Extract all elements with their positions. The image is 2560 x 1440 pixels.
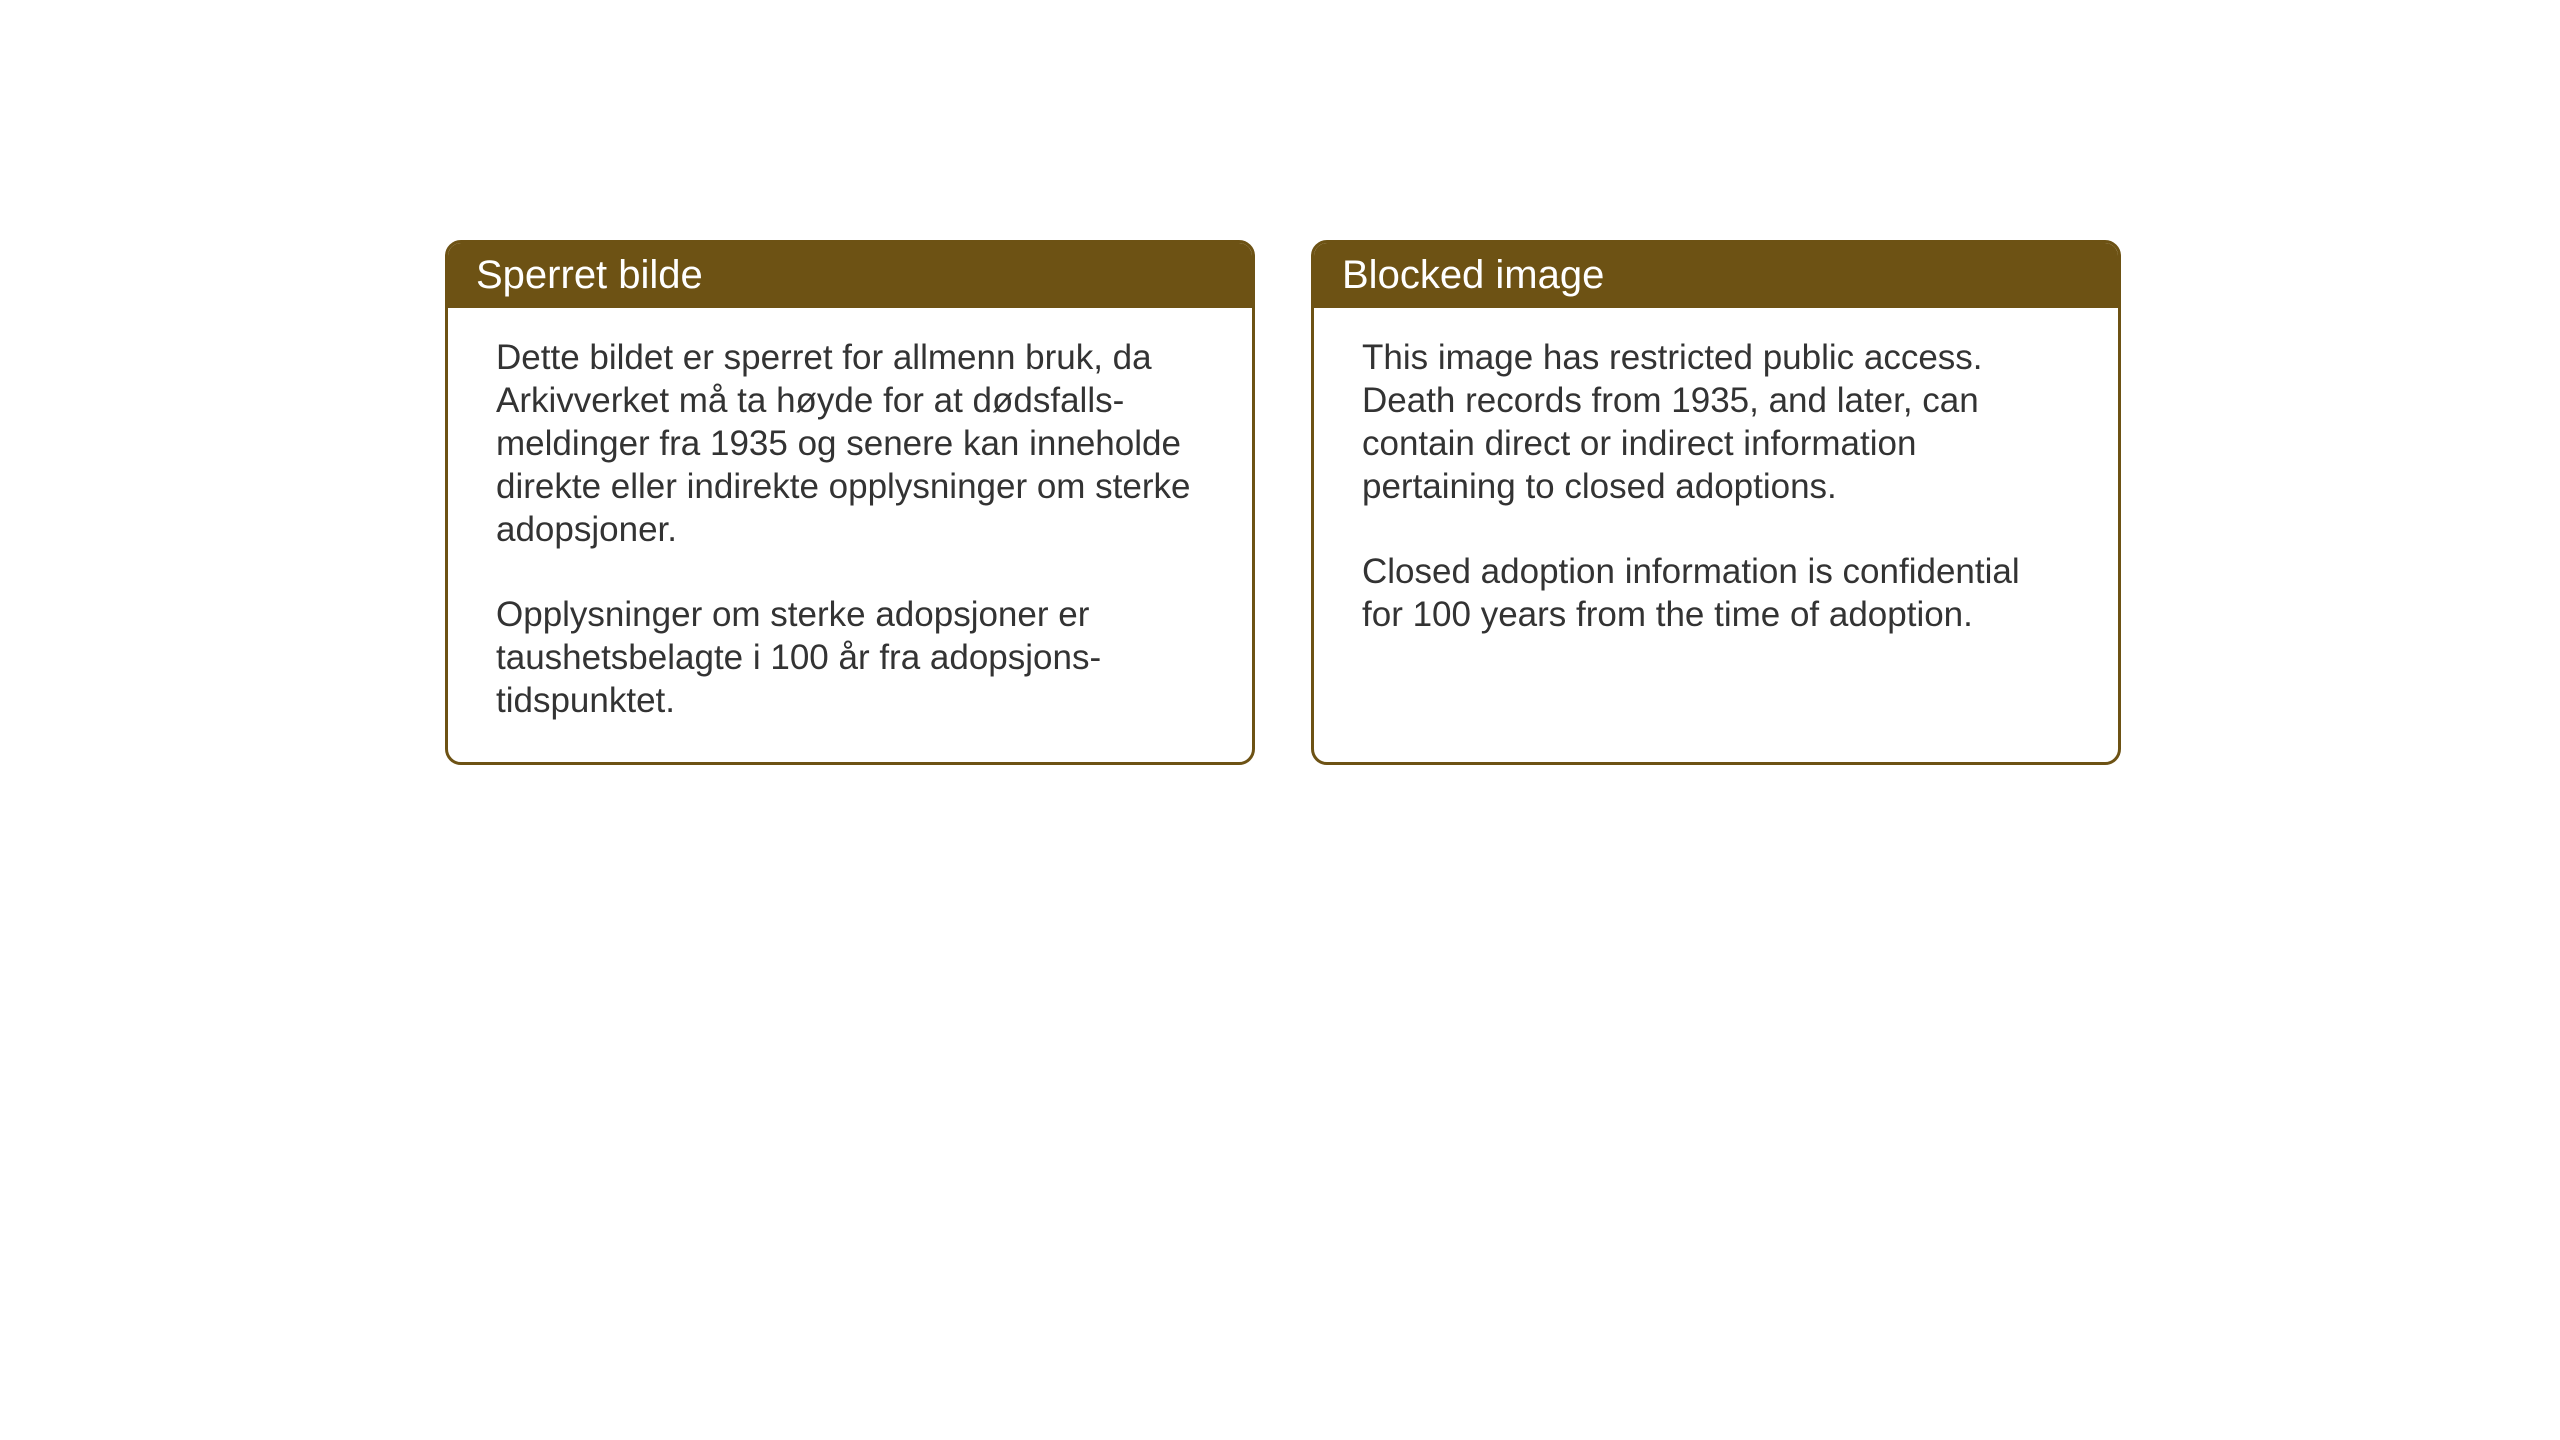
notice-box-english: Blocked image This image has restricted …	[1311, 240, 2121, 765]
notice-paragraph-2-norwegian: Opplysninger om sterke adopsjoner er tau…	[496, 593, 1204, 722]
notice-body-english: This image has restricted public access.…	[1314, 308, 2118, 676]
notice-title-norwegian: Sperret bilde	[476, 253, 703, 297]
notice-paragraph-1-english: This image has restricted public access.…	[1362, 336, 2070, 508]
notice-body-norwegian: Dette bildet er sperret for allmenn bruk…	[448, 308, 1252, 762]
notice-title-english: Blocked image	[1342, 253, 1604, 297]
notice-box-norwegian: Sperret bilde Dette bildet er sperret fo…	[445, 240, 1255, 765]
notice-header-norwegian: Sperret bilde	[448, 243, 1252, 308]
notice-container: Sperret bilde Dette bildet er sperret fo…	[445, 240, 2121, 765]
notice-header-english: Blocked image	[1314, 243, 2118, 308]
notice-paragraph-1-norwegian: Dette bildet er sperret for allmenn bruk…	[496, 336, 1204, 551]
notice-paragraph-2-english: Closed adoption information is confident…	[1362, 550, 2070, 636]
